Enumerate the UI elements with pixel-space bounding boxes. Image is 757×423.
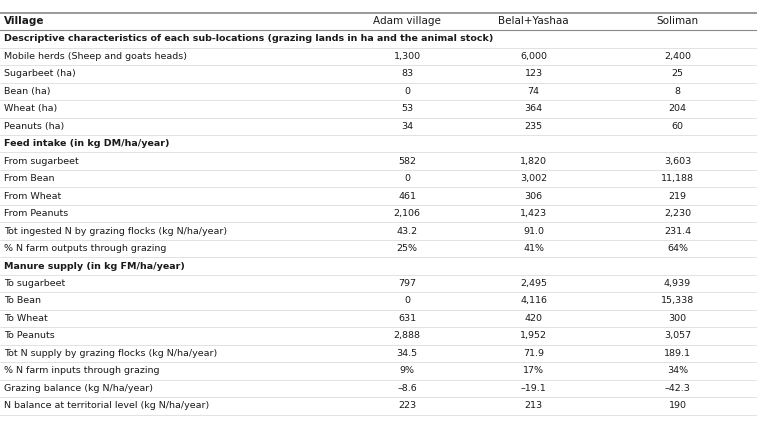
Text: 461: 461 — [398, 192, 416, 201]
Text: To Bean: To Bean — [4, 297, 41, 305]
Text: Descriptive characteristics of each sub-locations (grazing lands in ha and the a: Descriptive characteristics of each sub-… — [4, 34, 493, 44]
Text: From Bean: From Bean — [4, 174, 55, 183]
Text: 53: 53 — [401, 104, 413, 113]
Text: To sugarbeet: To sugarbeet — [4, 279, 65, 288]
Text: 213: 213 — [525, 401, 543, 410]
Text: 219: 219 — [668, 192, 687, 201]
Text: 364: 364 — [525, 104, 543, 113]
Text: From sugarbeet: From sugarbeet — [4, 157, 79, 166]
Text: Soliman: Soliman — [656, 16, 699, 26]
Text: 204: 204 — [668, 104, 687, 113]
Text: 3,057: 3,057 — [664, 331, 691, 341]
Text: 0: 0 — [404, 174, 410, 183]
Text: Tot ingested N by grazing flocks (kg N/ha/year): Tot ingested N by grazing flocks (kg N/h… — [4, 227, 227, 236]
Text: From Wheat: From Wheat — [4, 192, 61, 201]
Text: 91.0: 91.0 — [523, 227, 544, 236]
Text: 3,002: 3,002 — [520, 174, 547, 183]
Text: Tot N supply by grazing flocks (kg N/ha/year): Tot N supply by grazing flocks (kg N/ha/… — [4, 349, 217, 358]
Text: 1,300: 1,300 — [394, 52, 421, 61]
Text: 2,888: 2,888 — [394, 331, 421, 341]
Text: 34: 34 — [401, 122, 413, 131]
Text: 231.4: 231.4 — [664, 227, 691, 236]
Text: 34.5: 34.5 — [397, 349, 418, 358]
Text: 60: 60 — [671, 122, 684, 131]
Text: 797: 797 — [398, 279, 416, 288]
Text: 25: 25 — [671, 69, 684, 78]
Text: 17%: 17% — [523, 366, 544, 375]
Text: Manure supply (in kg FM/ha/year): Manure supply (in kg FM/ha/year) — [4, 261, 185, 271]
Text: 300: 300 — [668, 314, 687, 323]
Text: 83: 83 — [401, 69, 413, 78]
Text: Mobile herds (Sheep and goats heads): Mobile herds (Sheep and goats heads) — [4, 52, 187, 61]
Text: % N farm outputs through grazing: % N farm outputs through grazing — [4, 244, 166, 253]
Text: 190: 190 — [668, 401, 687, 410]
Text: 1,952: 1,952 — [520, 331, 547, 341]
Text: 189.1: 189.1 — [664, 349, 691, 358]
Text: Bean (ha): Bean (ha) — [4, 87, 50, 96]
Text: 43.2: 43.2 — [397, 227, 418, 236]
Text: 41%: 41% — [523, 244, 544, 253]
Text: Belal+Yashaa: Belal+Yashaa — [498, 16, 569, 26]
Text: –8.6: –8.6 — [397, 384, 417, 393]
Text: 4,116: 4,116 — [520, 297, 547, 305]
Text: 0: 0 — [404, 87, 410, 96]
Text: 2,400: 2,400 — [664, 52, 691, 61]
Text: Wheat (ha): Wheat (ha) — [4, 104, 57, 113]
Text: 123: 123 — [525, 69, 543, 78]
Text: 25%: 25% — [397, 244, 418, 253]
Text: 34%: 34% — [667, 366, 688, 375]
Text: –42.3: –42.3 — [665, 384, 690, 393]
Text: Feed intake (in kg DM/ha/year): Feed intake (in kg DM/ha/year) — [4, 139, 170, 148]
Text: 2,230: 2,230 — [664, 209, 691, 218]
Text: 306: 306 — [525, 192, 543, 201]
Text: From Peanuts: From Peanuts — [4, 209, 68, 218]
Text: To Peanuts: To Peanuts — [4, 331, 55, 341]
Text: 9%: 9% — [400, 366, 415, 375]
Text: 223: 223 — [398, 401, 416, 410]
Text: Village: Village — [4, 16, 45, 26]
Text: 2,495: 2,495 — [520, 279, 547, 288]
Text: 8: 8 — [674, 87, 681, 96]
Text: 6,000: 6,000 — [520, 52, 547, 61]
Text: % N farm inputs through grazing: % N farm inputs through grazing — [4, 366, 159, 375]
Text: 0: 0 — [404, 297, 410, 305]
Text: Sugarbeet (ha): Sugarbeet (ha) — [4, 69, 76, 78]
Text: N balance at territorial level (kg N/ha/year): N balance at territorial level (kg N/ha/… — [4, 401, 209, 410]
Text: 631: 631 — [398, 314, 416, 323]
Text: 2,106: 2,106 — [394, 209, 421, 218]
Text: 1,820: 1,820 — [520, 157, 547, 166]
Text: 11,188: 11,188 — [661, 174, 694, 183]
Text: 235: 235 — [525, 122, 543, 131]
Text: 3,603: 3,603 — [664, 157, 691, 166]
Text: Grazing balance (kg N/ha/year): Grazing balance (kg N/ha/year) — [4, 384, 153, 393]
Text: Adam village: Adam village — [373, 16, 441, 26]
Text: 4,939: 4,939 — [664, 279, 691, 288]
Text: 1,423: 1,423 — [520, 209, 547, 218]
Text: To Wheat: To Wheat — [4, 314, 48, 323]
Text: 420: 420 — [525, 314, 543, 323]
Text: Peanuts (ha): Peanuts (ha) — [4, 122, 64, 131]
Text: 582: 582 — [398, 157, 416, 166]
Text: 15,338: 15,338 — [661, 297, 694, 305]
Text: 71.9: 71.9 — [523, 349, 544, 358]
Text: 74: 74 — [528, 87, 540, 96]
Text: –19.1: –19.1 — [521, 384, 547, 393]
Text: 64%: 64% — [667, 244, 688, 253]
